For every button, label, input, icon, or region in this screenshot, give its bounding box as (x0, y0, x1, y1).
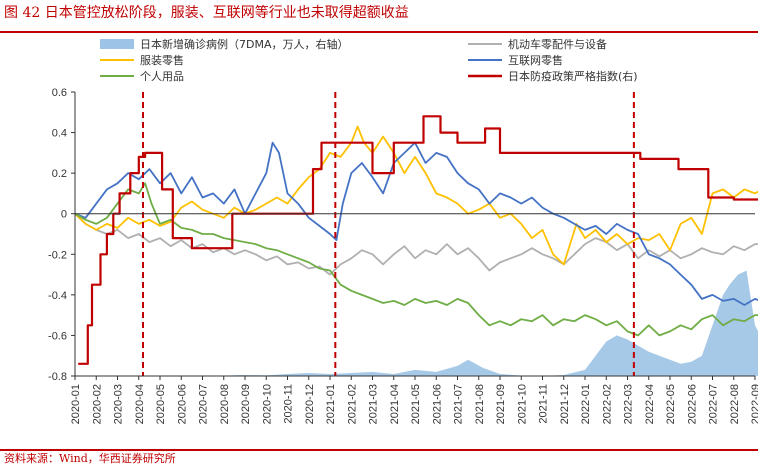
x-tick-label: 2020-09 (240, 384, 252, 424)
series-cases (75, 270, 758, 376)
x-tick-label: 2021-12 (559, 384, 571, 424)
x-tick-label: 2022-09 (750, 384, 758, 424)
x-tick-label: 2021-04 (389, 384, 401, 424)
x-tick-label: 2020-04 (134, 384, 146, 424)
x-tick-label: 2020-08 (219, 384, 231, 424)
series-personal (74, 182, 758, 337)
x-tick-label: 2021-01 (325, 384, 337, 424)
y-tick-label: -0.6 (48, 330, 67, 342)
y-tick-label: 0.4 (52, 128, 67, 140)
source-note: 资料来源：Wind，华西证券研究所 (4, 452, 176, 465)
x-tick-label: 2021-05 (410, 384, 422, 424)
x-tick-label: 2020-07 (198, 384, 210, 424)
x-tick-label: 2021-06 (431, 384, 443, 424)
series-apparel (74, 125, 758, 266)
legend-label-policy: 日本防疫政策严格指数(右) (508, 69, 638, 83)
legend-label-apparel: 服装零售 (140, 53, 184, 67)
x-tick-label: 2020-10 (261, 384, 273, 424)
legend-label-personal: 个人用品 (140, 70, 184, 83)
x-tick-label: 2022-05 (665, 384, 677, 424)
series-machinery (74, 213, 758, 276)
x-tick-label: 2020-12 (304, 384, 316, 424)
x-tick-label: 2021-11 (538, 384, 550, 424)
y-tick-label: 0 (61, 209, 67, 221)
y-tick-label: 0.2 (52, 168, 67, 180)
x-tick-label: 2022-03 (623, 384, 635, 424)
x-tick-label: 2020-06 (176, 384, 188, 424)
title-rule (0, 31, 758, 33)
x-tick-label: 2020-03 (113, 384, 125, 424)
x-tick-label: 2021-09 (495, 384, 507, 424)
plot-area (74, 92, 758, 376)
x-tick-label: 2021-02 (346, 384, 358, 424)
x-tick-label: 2022-02 (601, 384, 613, 424)
x-tick-label: 2021-03 (368, 384, 380, 424)
x-tick-label: 2022-06 (686, 384, 698, 424)
x-tick-label: 2022-08 (729, 384, 741, 424)
legend-label-cases: 日本新增确诊病例（7DMA，万人，右轴） (140, 37, 348, 51)
x-tick-label: 2020-01 (70, 384, 82, 424)
series-internet (74, 141, 758, 306)
y-tick-label: -0.2 (48, 249, 67, 261)
x-tick-label: 2021-07 (453, 384, 465, 424)
x-tick-label: 2022-07 (708, 384, 720, 424)
y-tick-label: -0.4 (48, 290, 67, 302)
x-tick-label: 2020-02 (91, 384, 103, 424)
y-tick-label: 0.6 (52, 87, 67, 99)
legend-label-machinery: 机动车零配件与设备 (508, 37, 607, 51)
bottom-rule (0, 449, 758, 451)
y-axis: 0.6 0.4 0.2 0 -0.2 -0.4 -0.6 -0.8 (48, 87, 755, 383)
x-tick-label: 2021-10 (516, 384, 528, 424)
page-title: 图 42 日本管控放松阶段，服装、互联网等行业也未取得超额收益 (4, 5, 409, 21)
legend-label-internet: 互联网零售 (508, 53, 563, 67)
x-tick-label: 2021-08 (474, 384, 486, 424)
x-axis: 2020-01 2020-02 2020-03 2020-04 2020-05 2020-… (70, 375, 758, 424)
x-tick-label: 2022-04 (644, 384, 656, 424)
legend-swatch-cases (100, 39, 134, 49)
x-tick-label: 2020-11 (283, 384, 295, 424)
x-tick-label: 2020-05 (155, 384, 167, 424)
x-tick-label: 2022-01 (580, 384, 592, 424)
y-tick-label: -0.8 (48, 371, 67, 383)
